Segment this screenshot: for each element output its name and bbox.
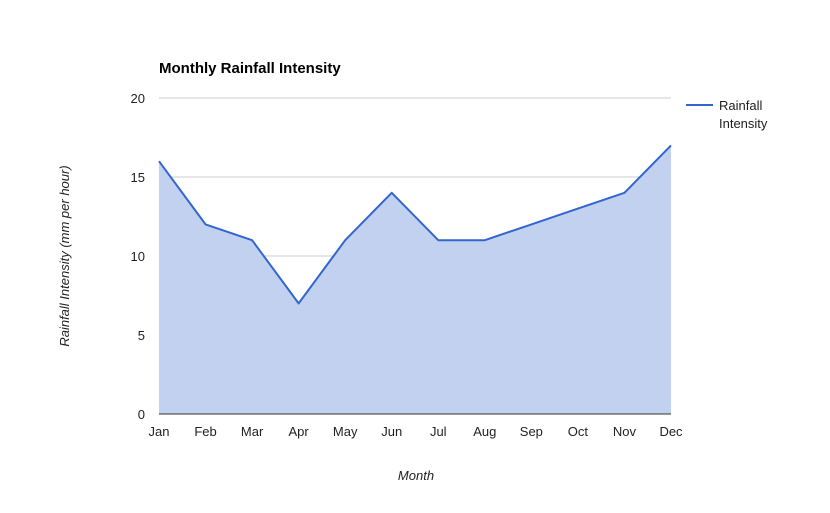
data-point-apr[interactable] xyxy=(295,299,303,307)
x-tick-label: Feb xyxy=(194,424,216,439)
x-tick-label: Sep xyxy=(520,424,543,439)
data-point-mar[interactable] xyxy=(248,236,256,244)
x-tick-label: May xyxy=(333,424,358,439)
legend-label-line-2: Intensity xyxy=(719,116,768,131)
y-tick-label: 10 xyxy=(131,249,145,264)
data-point-nov[interactable] xyxy=(620,189,628,197)
y-tick-label: 20 xyxy=(131,91,145,106)
data-point-may[interactable] xyxy=(341,236,349,244)
x-tick-label: Dec xyxy=(659,424,683,439)
data-point-jan[interactable] xyxy=(155,157,163,165)
y-tick-labels: 0 5 10 15 20 xyxy=(131,91,145,422)
legend[interactable]: Rainfall Intensity xyxy=(686,98,768,131)
series-area xyxy=(159,145,671,414)
x-tick-label: Oct xyxy=(568,424,589,439)
data-point-sep[interactable] xyxy=(527,220,535,228)
x-tick-label: Apr xyxy=(289,424,310,439)
data-point-jul[interactable] xyxy=(434,236,442,244)
legend-label-line-1: Rainfall xyxy=(719,98,762,113)
series-line xyxy=(158,144,672,305)
y-tick-label: 15 xyxy=(131,170,145,185)
y-axis-title: Rainfall Intensity (mm per hour) xyxy=(57,165,72,346)
data-point-jun[interactable] xyxy=(388,189,396,197)
data-point-feb[interactable] xyxy=(202,220,210,228)
y-tick-label: 5 xyxy=(138,328,145,343)
x-axis-title: Month xyxy=(398,468,434,483)
x-tick-label: Jun xyxy=(381,424,402,439)
x-tick-label: Nov xyxy=(613,424,637,439)
data-point-dec[interactable] xyxy=(667,141,675,149)
data-point-oct[interactable] xyxy=(574,205,582,213)
x-tick-label: Aug xyxy=(473,424,496,439)
x-tick-label: Mar xyxy=(241,424,264,439)
x-tick-label: Jul xyxy=(430,424,447,439)
x-tick-label: Jan xyxy=(149,424,170,439)
x-tick-labels: Jan Feb Mar Apr May Jun Jul Aug Sep Oct Nov Dec xyxy=(149,424,684,439)
y-tick-label: 0 xyxy=(138,407,145,422)
data-point-aug[interactable] xyxy=(481,236,489,244)
chart-title: Monthly Rainfall Intensity xyxy=(159,60,341,77)
